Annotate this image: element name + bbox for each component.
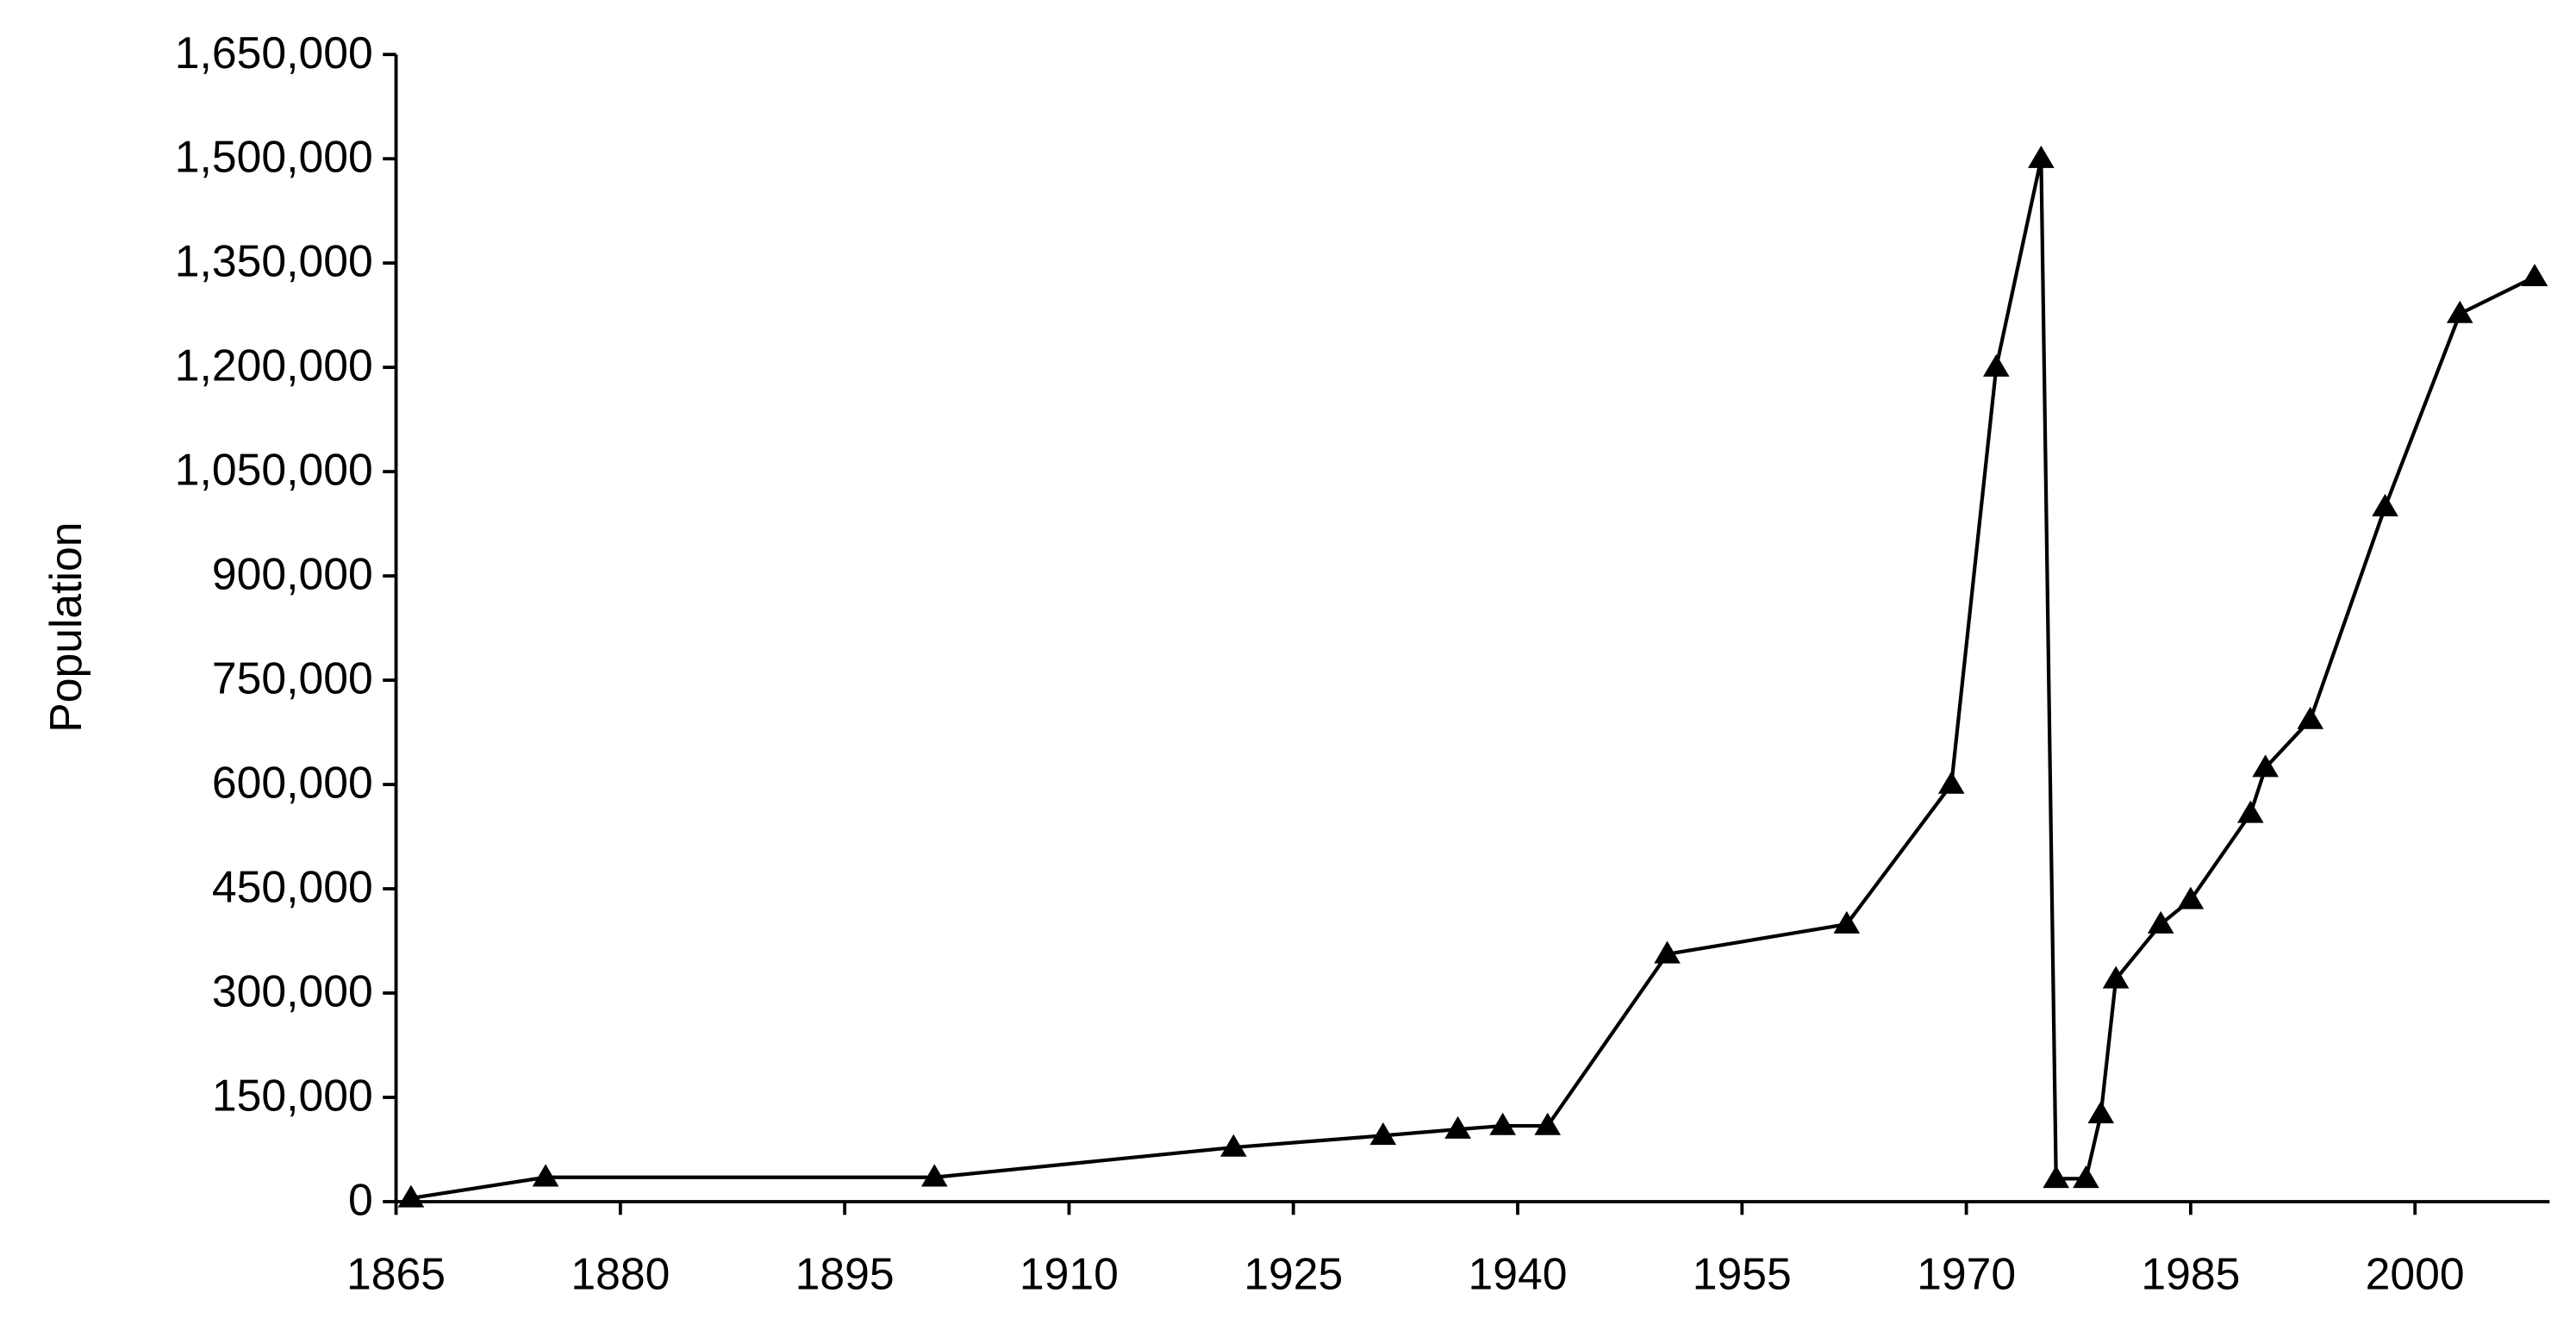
x-tick-label: 1970 <box>1917 1249 2016 1299</box>
x-tick-label: 1895 <box>795 1249 895 1299</box>
marker <box>2177 886 2205 909</box>
marker <box>920 1164 948 1187</box>
y-tick-label: 1,650,000 <box>175 28 373 78</box>
marker <box>2028 145 2055 168</box>
x-tick-label: 1910 <box>1020 1249 1119 1299</box>
marker <box>1219 1134 1247 1157</box>
marker <box>1489 1112 1516 1135</box>
marker <box>1444 1115 1471 1139</box>
marker <box>2043 1165 2070 1189</box>
x-tick-label: 1985 <box>2141 1249 2240 1299</box>
marker <box>2147 910 2174 934</box>
x-tick-label: 1925 <box>1244 1249 1343 1299</box>
y-tick-label: 150,000 <box>212 1071 373 1121</box>
marker <box>1982 353 2010 377</box>
x-tick-label: 1955 <box>1693 1249 1792 1299</box>
marker <box>2073 1165 2099 1189</box>
x-tick-label: 1880 <box>571 1249 670 1299</box>
marker <box>2252 754 2279 778</box>
marker <box>1937 771 1965 794</box>
y-tick-label: 750,000 <box>212 653 373 703</box>
marker <box>2102 965 2130 989</box>
y-tick-label: 300,000 <box>212 966 373 1016</box>
x-tick-label: 2000 <box>2366 1249 2465 1299</box>
y-tick-label: 0 <box>348 1175 373 1225</box>
marker <box>2372 493 2398 516</box>
y-tick-label: 1,500,000 <box>175 132 373 182</box>
x-tick-label: 1940 <box>1469 1249 1568 1299</box>
y-tick-label: 900,000 <box>212 549 373 599</box>
y-tick-label: 1,050,000 <box>175 445 373 495</box>
marker <box>2236 800 2264 823</box>
marker <box>2521 263 2548 287</box>
y-tick-label: 600,000 <box>212 758 373 808</box>
marker <box>1654 940 1681 964</box>
line <box>410 158 2535 1201</box>
y-axis-label: Population <box>41 522 90 732</box>
marker <box>1534 1112 1562 1135</box>
marker <box>532 1164 559 1187</box>
y-tick-label: 1,350,000 <box>175 236 373 286</box>
marker <box>2087 1101 2115 1124</box>
y-tick-label: 1,200,000 <box>175 340 373 390</box>
y-tick-label: 450,000 <box>212 862 373 912</box>
marker <box>2446 300 2473 323</box>
marker <box>397 1184 425 1208</box>
marker <box>1833 910 1861 934</box>
x-tick-label: 1865 <box>346 1249 446 1299</box>
marker <box>2297 706 2324 729</box>
marker <box>1369 1122 1397 1146</box>
